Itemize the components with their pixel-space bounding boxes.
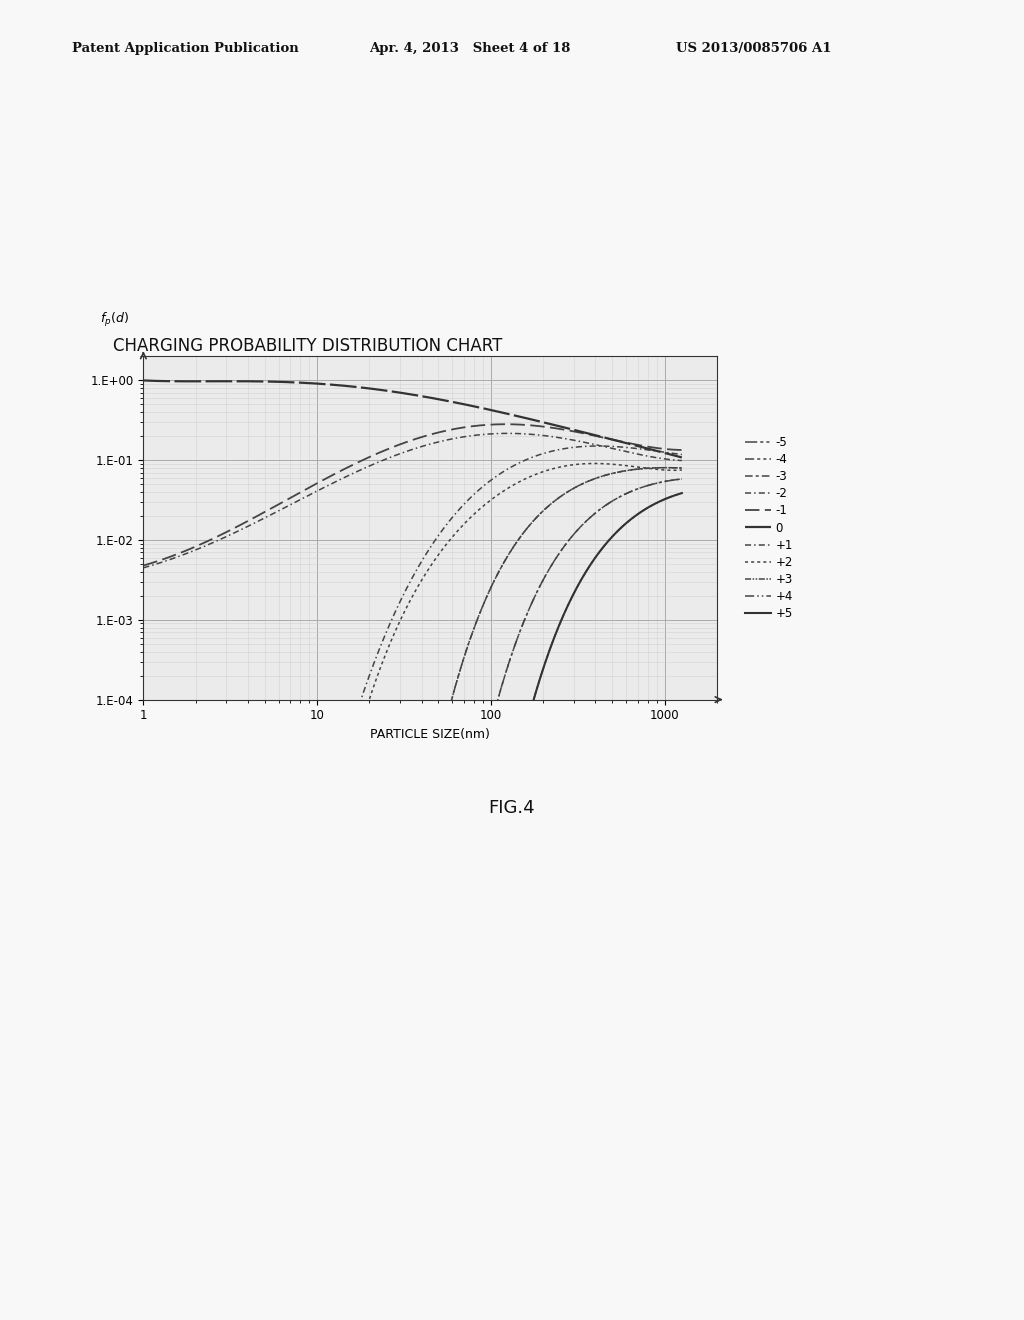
Legend: -5, -4, -3, -2, -1, 0, +1, +2, +3, +4, +5: -5, -4, -3, -2, -1, 0, +1, +2, +3, +4, +… bbox=[740, 432, 798, 624]
Text: $\mathit{f}_p(d)$: $\mathit{f}_p(d)$ bbox=[100, 312, 129, 329]
Text: US 2013/0085706 A1: US 2013/0085706 A1 bbox=[676, 42, 831, 55]
Text: FIG.4: FIG.4 bbox=[488, 799, 536, 817]
X-axis label: PARTICLE SIZE(nm): PARTICLE SIZE(nm) bbox=[370, 727, 490, 741]
Text: Apr. 4, 2013   Sheet 4 of 18: Apr. 4, 2013 Sheet 4 of 18 bbox=[369, 42, 570, 55]
Text: CHARGING PROBABILITY DISTRIBUTION CHART: CHARGING PROBABILITY DISTRIBUTION CHART bbox=[113, 337, 502, 355]
Text: Patent Application Publication: Patent Application Publication bbox=[72, 42, 298, 55]
